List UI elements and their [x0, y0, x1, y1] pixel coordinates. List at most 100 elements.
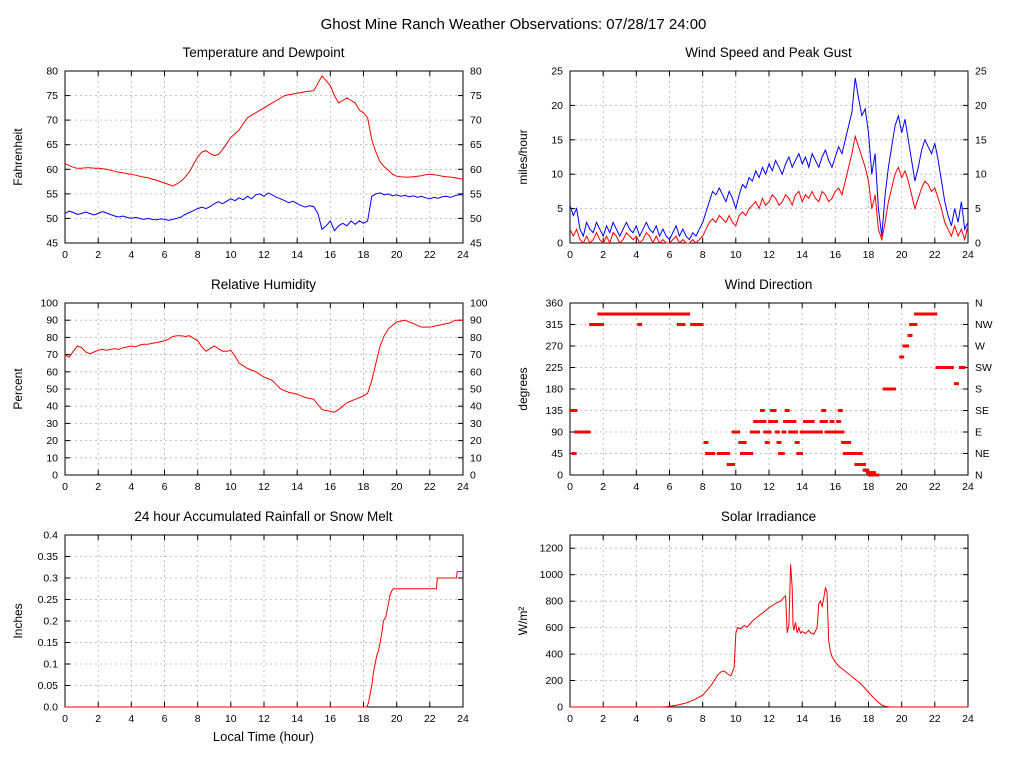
svg-text:8: 8 [700, 249, 706, 261]
svg-text:80: 80 [46, 332, 58, 344]
svg-text:14: 14 [291, 713, 303, 725]
svg-text:1000: 1000 [540, 569, 564, 581]
svg-text:0: 0 [62, 249, 68, 261]
svg-text:75: 75 [470, 90, 482, 102]
svg-text:miles/hour: miles/hour [516, 129, 530, 184]
svg-text:0.0: 0.0 [43, 702, 58, 714]
svg-text:25: 25 [551, 66, 563, 78]
svg-text:22: 22 [424, 249, 436, 261]
svg-text:50: 50 [470, 384, 482, 396]
svg-text:Fahrenheit: Fahrenheit [11, 128, 25, 186]
wind-direction-plot: 0 2 4 6 8 10 12 14 16 18 20 22 24 0 N 45 NE 90 E 135 SE 180 S 2… [513, 293, 1018, 499]
svg-text:10: 10 [730, 481, 742, 493]
svg-text:600: 600 [545, 622, 563, 634]
svg-text:20: 20 [470, 435, 482, 447]
svg-text:16: 16 [324, 481, 336, 493]
svg-text:60: 60 [46, 366, 58, 378]
svg-text:4: 4 [128, 481, 134, 493]
svg-text:10: 10 [225, 713, 237, 725]
svg-text:8: 8 [195, 713, 201, 725]
svg-text:80: 80 [470, 66, 482, 78]
svg-text:45: 45 [551, 448, 563, 460]
svg-text:6: 6 [667, 481, 673, 493]
svg-text:4: 4 [633, 713, 639, 725]
svg-text:18: 18 [358, 713, 370, 725]
chart-rainfall: 24 hour Accumulated Rainfall or Snow Mel… [8, 509, 513, 744]
svg-text:360: 360 [545, 298, 563, 310]
svg-text:24: 24 [457, 713, 469, 725]
svg-text:20: 20 [896, 481, 908, 493]
svg-text:20: 20 [46, 435, 58, 447]
svg-text:0.4: 0.4 [43, 530, 58, 542]
svg-text:0: 0 [557, 470, 563, 482]
svg-text:0: 0 [975, 238, 981, 250]
svg-text:24: 24 [457, 481, 469, 493]
svg-text:16: 16 [324, 713, 336, 725]
svg-text:16: 16 [829, 481, 841, 493]
svg-text:90: 90 [470, 315, 482, 327]
svg-text:0.35: 0.35 [38, 551, 59, 563]
chart-relative-humidity: Relative Humidity 0 2 4 6 8 10 12 14 16 18 20 22 24 0… [8, 277, 513, 499]
svg-text:0: 0 [557, 702, 563, 714]
svg-text:12: 12 [258, 249, 270, 261]
svg-text:1200: 1200 [540, 543, 564, 555]
svg-text:14: 14 [796, 713, 808, 725]
svg-text:20: 20 [391, 249, 403, 261]
svg-text:180: 180 [545, 384, 563, 396]
charts-grid: Temperature and Dewpoint 0 2 4 6 8 10 12 14 16 18… [8, 45, 1019, 744]
svg-text:16: 16 [829, 249, 841, 261]
svg-text:degrees: degrees [516, 367, 530, 410]
chart-title: Wind Direction [724, 277, 813, 292]
svg-text:100: 100 [470, 298, 488, 310]
chart-title: Temperature and Dewpoint [182, 45, 345, 60]
svg-text:200: 200 [545, 675, 563, 687]
svg-text:400: 400 [545, 649, 563, 661]
svg-text:75: 75 [46, 90, 58, 102]
svg-text:0: 0 [567, 481, 573, 493]
svg-text:NE: NE [975, 448, 990, 460]
svg-text:24: 24 [457, 249, 469, 261]
chart-title: Wind Speed and Peak Gust [685, 45, 852, 60]
svg-text:W: W [975, 341, 985, 353]
svg-text:30: 30 [470, 418, 482, 430]
svg-text:60: 60 [46, 164, 58, 176]
svg-text:8: 8 [195, 481, 201, 493]
svg-text:20: 20 [391, 713, 403, 725]
svg-text:270: 270 [545, 341, 563, 353]
rainfall-plot: 0 2 4 6 8 10 12 14 16 18 20 22 24 0.0 0.05 0.1 0.15 0.2 0.… [8, 525, 513, 731]
svg-text:55: 55 [470, 188, 482, 200]
svg-text:SE: SE [975, 405, 989, 417]
svg-text:N: N [975, 298, 983, 310]
svg-text:SW: SW [975, 362, 992, 374]
svg-text:45: 45 [46, 238, 58, 250]
svg-text:90: 90 [551, 427, 563, 439]
svg-text:2: 2 [600, 481, 606, 493]
svg-text:24: 24 [962, 249, 974, 261]
svg-text:10: 10 [225, 249, 237, 261]
relative-humidity-plot: 0 2 4 6 8 10 12 14 16 18 20 22 24 0 0 10 10 20 20 30 30 40 40 5… [8, 293, 513, 499]
svg-text:14: 14 [796, 249, 808, 261]
svg-text:40: 40 [46, 401, 58, 413]
svg-text:40: 40 [470, 401, 482, 413]
svg-text:60: 60 [470, 366, 482, 378]
svg-text:12: 12 [763, 481, 775, 493]
svg-text:16: 16 [829, 713, 841, 725]
chart-wind-speed-gust: Wind Speed and Peak Gust 0 2 4 6 8 10 12 14 16 18… [513, 45, 1018, 267]
svg-text:70: 70 [470, 349, 482, 361]
svg-text:E: E [975, 427, 982, 439]
svg-text:50: 50 [470, 213, 482, 225]
svg-text:2: 2 [600, 249, 606, 261]
page-title: Ghost Mine Ranch Weather Observations: 0… [320, 16, 707, 33]
svg-text:10: 10 [730, 713, 742, 725]
svg-text:22: 22 [424, 713, 436, 725]
svg-text:0: 0 [557, 238, 563, 250]
x-axis-label: Local Time (hour) [212, 729, 315, 744]
svg-text:80: 80 [46, 66, 58, 78]
svg-text:W/m²: W/m² [516, 607, 530, 636]
svg-text:10: 10 [225, 481, 237, 493]
svg-text:0.25: 0.25 [38, 594, 59, 606]
svg-text:4: 4 [128, 249, 134, 261]
svg-text:8: 8 [195, 249, 201, 261]
svg-text:18: 18 [863, 481, 875, 493]
svg-text:0.15: 0.15 [38, 637, 59, 649]
